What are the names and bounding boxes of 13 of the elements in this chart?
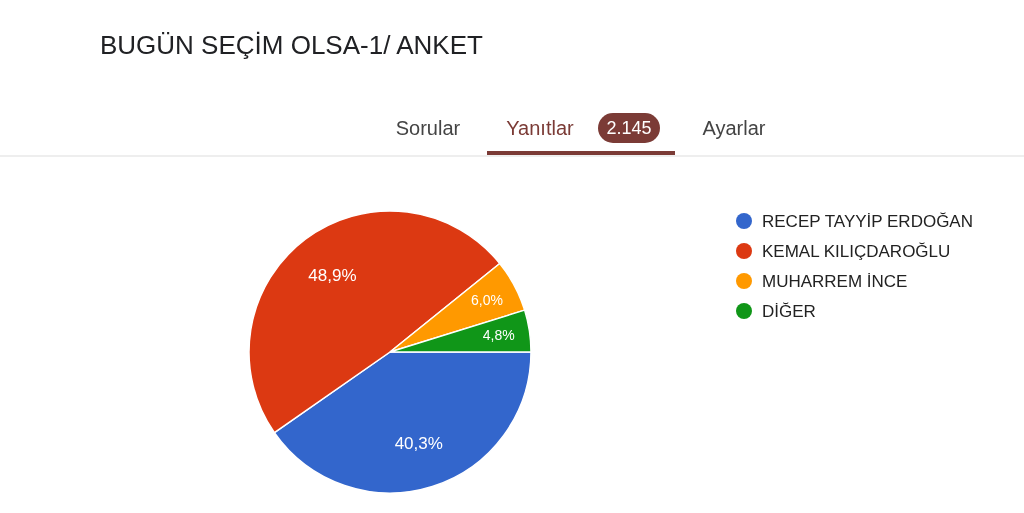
text: Sorular <box>395 117 461 139</box>
text: 2.145 <box>606 118 652 138</box>
legend-label: RECEP TAYYİP ERDOĞAN <box>762 211 973 231</box>
data-label: 40,3% <box>394 433 443 453</box>
data-label: 4,8% <box>482 327 515 344</box>
legend-label: KEMAL KILIÇDAROĞLU <box>762 241 951 261</box>
data-label: 48,9% <box>308 265 357 285</box>
text: Yanıtlar <box>506 117 575 139</box>
legend-label: MUHARREM İNCE <box>762 271 908 291</box>
text: Ayarlar <box>702 117 766 139</box>
chart-title: BUGÜN SEÇİM OLSA-1/ ANKET <box>100 30 483 60</box>
legend-label: DİĞER <box>762 301 816 321</box>
data-label: 6,0% <box>471 292 503 309</box>
